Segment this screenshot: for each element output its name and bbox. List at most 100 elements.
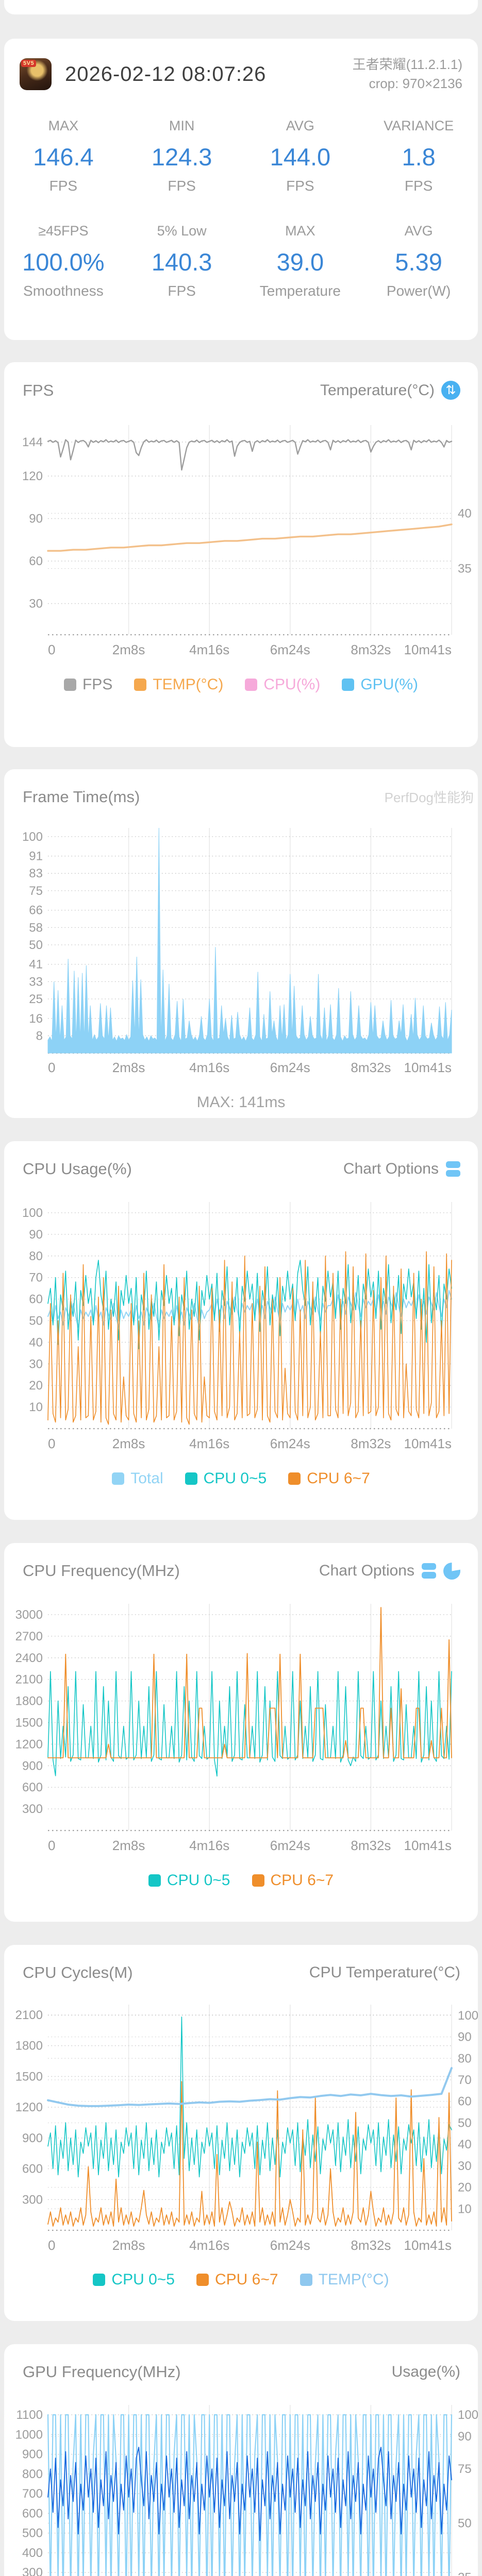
stat-avg-power: AVG 5.39 Power(W) (386, 223, 451, 299)
stat-smoothness: ≥45FPS 100.0% Smoothness (22, 223, 105, 299)
svg-text:10m41s: 10m41s (404, 1838, 452, 1853)
svg-text:8: 8 (36, 1029, 43, 1043)
svg-text:40: 40 (458, 506, 472, 520)
stat-5pct-low: 5% Low 140.3 FPS (151, 223, 212, 299)
svg-text:500: 500 (22, 2527, 43, 2540)
app-name: 王者荣耀(11.2.1.1) (352, 57, 462, 72)
svg-text:50: 50 (458, 2116, 472, 2130)
svg-text:1500: 1500 (15, 1716, 43, 1730)
chart-options-label[interactable]: Chart Options (343, 1160, 439, 1177)
chart-options-label[interactable]: Chart Options (319, 1562, 414, 1579)
chart-options-icon[interactable] (422, 1563, 436, 1579)
svg-text:90: 90 (29, 512, 43, 526)
pie-chart-icon[interactable] (443, 1562, 460, 1580)
svg-text:2100: 2100 (15, 1673, 43, 1687)
watermark: PerfDog性能狗 (384, 790, 474, 805)
svg-text:100: 100 (458, 2408, 478, 2422)
svg-text:40: 40 (29, 1335, 43, 1349)
legend-item[interactable]: CPU 6~7 (288, 1470, 370, 1487)
legend-item[interactable]: CPU 6~7 (252, 1872, 334, 1889)
svg-text:4m16s: 4m16s (189, 642, 229, 657)
svg-text:8m32s: 8m32s (351, 642, 391, 657)
svg-text:0: 0 (48, 2238, 55, 2253)
legend-swatch (196, 2274, 209, 2286)
fps-chart[interactable]: 30 60 90 120 144 35 40 0 2m8s 4m16s 6m24s 8m32s 10m4… (4, 412, 478, 670)
svg-text:10: 10 (458, 2202, 472, 2216)
svg-text:70: 70 (29, 1271, 43, 1285)
svg-text:100: 100 (22, 830, 43, 844)
svg-text:2100: 2100 (15, 2008, 43, 2022)
legend-swatch (252, 1874, 264, 1887)
cpu-cycles-right-axis-title: CPU Temperature(°C) (309, 1964, 460, 1981)
cpu-frequency-chart-title: CPU Frequency(MHz) (23, 1562, 180, 1580)
cpu-usage-chart-title: CPU Usage(%) (23, 1160, 132, 1178)
svg-text:4m16s: 4m16s (189, 1060, 229, 1075)
stats-row-1: MAX 146.4 FPS MIN 124.3 FPS AVG 144.0 FP… (4, 118, 478, 194)
svg-text:50: 50 (458, 2516, 472, 2530)
cpu-frequency-chart[interactable]: 300 600 900 1200 1500 1800 2100 2400 2700 3000 0 2m… (4, 1592, 478, 1866)
legend-swatch (134, 679, 147, 691)
svg-text:50: 50 (29, 938, 43, 952)
cpu-cycles-chart[interactable]: 3006009001200150018002100102030405060708… (4, 1994, 478, 2265)
svg-text:30: 30 (29, 1357, 43, 1371)
legend-item[interactable]: TEMP(°C) (300, 2271, 389, 2289)
svg-text:20: 20 (458, 2181, 472, 2195)
svg-text:6m24s: 6m24s (270, 1436, 310, 1451)
svg-text:6m24s: 6m24s (270, 2238, 310, 2253)
svg-text:120: 120 (22, 469, 43, 483)
gpu-right-axis-title: Usage(%) (391, 2363, 460, 2380)
app-icon-badge: 5V5 (21, 60, 37, 67)
svg-text:2m8s: 2m8s (112, 2238, 145, 2253)
svg-text:50: 50 (29, 1314, 43, 1328)
legend-item[interactable]: FPS (63, 676, 112, 693)
legend-item[interactable]: TEMP(°C) (134, 676, 223, 693)
legend-item[interactable]: CPU 0~5 (148, 1872, 230, 1889)
gpu-frequency-chart[interactable]: 1002003004005006007008009001000110025507… (4, 2394, 478, 2576)
svg-text:35: 35 (458, 562, 472, 575)
svg-text:8m32s: 8m32s (351, 2238, 391, 2253)
gpu-frequency-chart-title: GPU Frequency(MHz) (23, 2363, 181, 2381)
cpu-usage-chart[interactable]: 10 20 30 40 50 60 70 80 90 100 0 2m8s 4m16s 6m24s 8m32… (4, 1191, 478, 1464)
legend-item[interactable]: GPU(%) (342, 676, 418, 693)
svg-text:80: 80 (458, 2052, 472, 2065)
svg-text:91: 91 (29, 850, 43, 863)
svg-text:25: 25 (29, 992, 43, 1006)
svg-text:8m32s: 8m32s (351, 1436, 391, 1451)
svg-text:6m24s: 6m24s (270, 1838, 310, 1853)
cpu-cycles-section: CPU Cycles(M) CPU Temperature(°C) 300 600… (4, 1945, 478, 2321)
svg-text:20: 20 (29, 1379, 43, 1393)
svg-text:8m32s: 8m32s (351, 1060, 391, 1075)
legend-item[interactable]: CPU 0~5 (185, 1470, 267, 1487)
svg-text:66: 66 (29, 904, 43, 918)
previous-card-edge (4, 0, 478, 14)
svg-text:60: 60 (29, 554, 43, 568)
svg-text:600: 600 (22, 1781, 43, 1794)
app-icon: 5V5 (20, 58, 52, 90)
chart-options-icon[interactable] (446, 1161, 460, 1177)
legend-item[interactable]: CPU 0~5 (93, 2271, 175, 2289)
legend-item[interactable]: CPU(%) (245, 676, 320, 693)
svg-text:4m16s: 4m16s (189, 2238, 229, 2253)
gpu-frequency-section: GPU Frequency(MHz) Usage(%) 100200300400… (4, 2344, 478, 2576)
legend-swatch (93, 2274, 106, 2286)
svg-text:300: 300 (22, 2193, 43, 2207)
legend-item[interactable]: Total (112, 1470, 163, 1487)
svg-text:33: 33 (29, 975, 43, 989)
svg-text:3000: 3000 (15, 1608, 43, 1622)
cpu-usage-legend: Total CPU 0~5 CPU 6~7 (4, 1470, 478, 1487)
svg-text:60: 60 (29, 1293, 43, 1307)
svg-text:0: 0 (48, 1838, 55, 1853)
svg-text:10m41s: 10m41s (404, 642, 452, 657)
legend-item[interactable]: CPU 6~7 (196, 2271, 278, 2289)
svg-text:700: 700 (22, 2487, 43, 2501)
frame-time-chart[interactable]: 8 16 25 33 41 50 58 66 75 83 91 100 0 2m8s 4m16s 6m24s 8… (4, 819, 478, 1087)
svg-text:2400: 2400 (15, 1651, 43, 1665)
svg-text:2m8s: 2m8s (112, 1436, 145, 1451)
swap-axis-icon[interactable]: ⇅ (441, 381, 460, 400)
crop-info: crop: 970×2136 (369, 76, 462, 91)
cpu-usage-section: CPU Usage(%) Chart Options 10 20 30 40 50 60 7… (4, 1141, 478, 1520)
legend-swatch (288, 1472, 301, 1485)
svg-text:2m8s: 2m8s (112, 1060, 145, 1075)
svg-text:10m41s: 10m41s (404, 1436, 452, 1451)
svg-text:58: 58 (29, 921, 43, 935)
